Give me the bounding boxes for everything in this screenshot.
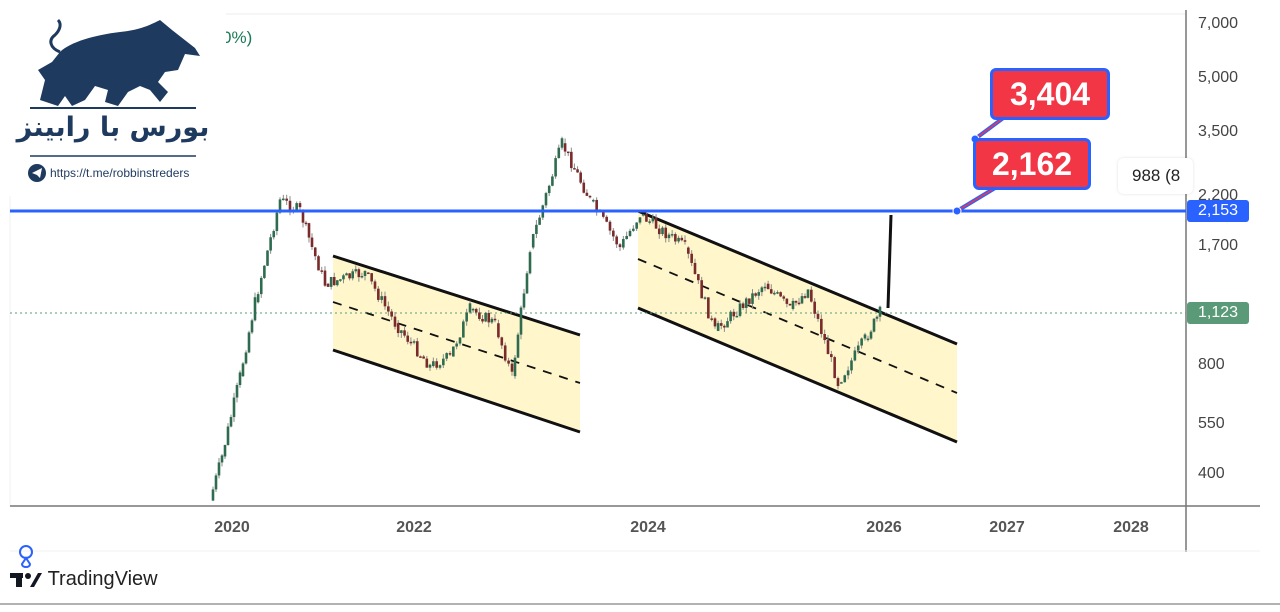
price-tick-label: 1,700 [1198, 237, 1239, 254]
watermark-logo: بورس با رابینز https://t.me/robbinstrede… [0, 0, 226, 196]
descending-channel-2[interactable] [637, 209, 958, 444]
time-tick-label: 2024 [630, 519, 666, 536]
price-callout-2162[interactable]: 2,162 [973, 138, 1091, 190]
legend-change-percent: 0%) [222, 28, 253, 47]
price-callout-3404[interactable]: 3,404 [990, 68, 1110, 120]
time-tick-label: 2026 [866, 519, 902, 536]
time-tick-label: 2027 [989, 519, 1025, 536]
price-tick-label: 2,200 [1198, 187, 1239, 204]
price-tick-label: 550 [1198, 415, 1225, 432]
price-tick-label: 7,000 [1198, 15, 1239, 32]
bull-logo-icon [28, 18, 200, 182]
price-tick-label: 3,500 [1198, 123, 1239, 140]
price-tick-label: 800 [1198, 356, 1225, 373]
last-price-badge: 1,123 [1187, 302, 1249, 324]
value-tooltip: 988 (8 [1118, 158, 1193, 194]
price-tick-label: 400 [1198, 465, 1225, 482]
time-tick-label: 2020 [214, 519, 250, 536]
candlestick-series[interactable] [211, 136, 882, 502]
time-tick-label: 2028 [1113, 519, 1149, 536]
telegram-link[interactable]: https://t.me/robbinstreders [50, 166, 190, 180]
pin-icon[interactable] [16, 544, 36, 572]
resistance-price-badge: 2,153 [1187, 200, 1249, 222]
callout-anchor-2162[interactable] [952, 206, 962, 216]
price-tick-label: 5,000 [1198, 69, 1239, 86]
time-tick-label: 2022 [396, 519, 432, 536]
watermark-title: بورس با رابینز [16, 112, 210, 143]
tradingview-logo-icon [10, 572, 42, 587]
tradingview-label: TradingView [47, 568, 158, 591]
vertical-measure-line[interactable] [886, 214, 893, 309]
tradingview-brand[interactable]: TradingView [10, 568, 158, 591]
